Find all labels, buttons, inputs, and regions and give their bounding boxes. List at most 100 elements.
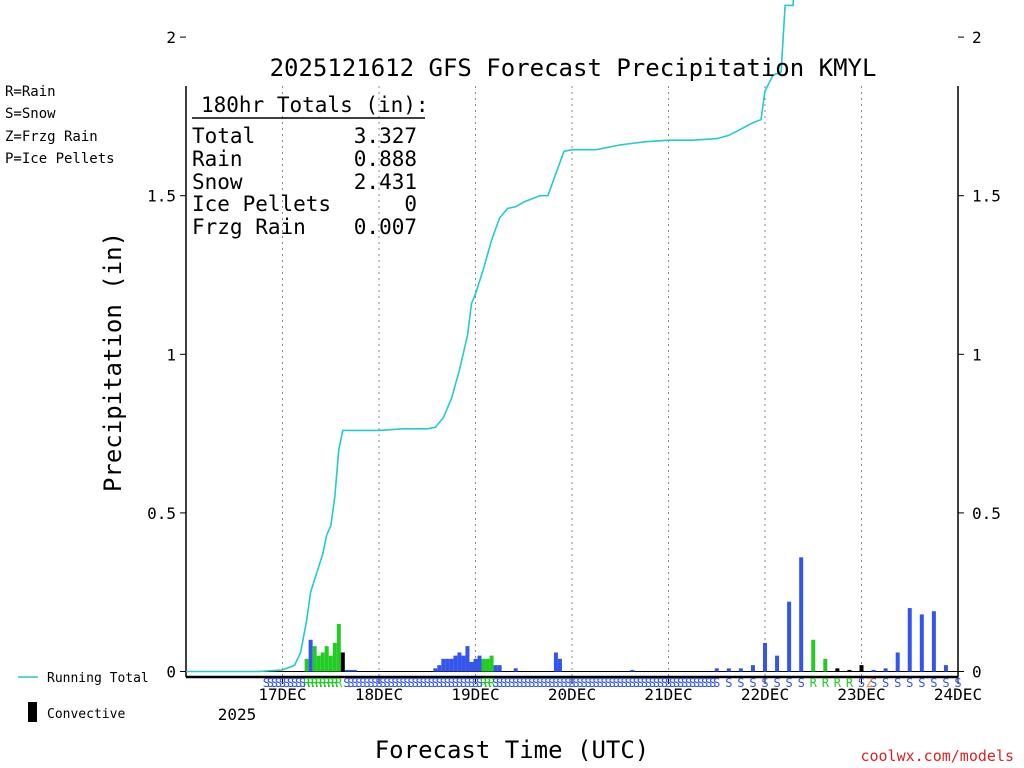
type-code-S-11: S [275, 676, 282, 690]
type-code-S-159: S [870, 676, 877, 690]
running-total-line [186, 0, 795, 673]
type-code-S-107: S [661, 676, 668, 690]
ytick-label-right-0.5: 0.5 [972, 504, 1001, 523]
type-code-S-100: S [633, 676, 640, 690]
type-code-S-94: S [609, 676, 616, 690]
bar-159h [871, 669, 876, 672]
xtick-label-17DEC: 17DEC [258, 685, 306, 704]
bar-129h [750, 665, 755, 672]
type-code-S-59: S [468, 676, 475, 690]
bar-26h [336, 623, 341, 672]
type-code-S-129: S [749, 676, 756, 690]
totals-label-rain: Rain [192, 147, 243, 171]
type-code-S-86: S [576, 676, 583, 690]
totals-value-rain: 0.888 [354, 147, 417, 171]
type-code-S-108: S [665, 676, 672, 690]
type-code-S-120: S [713, 676, 720, 690]
type-code-S-44: S [408, 676, 415, 690]
type-code-S-113: S [685, 676, 692, 690]
type-code-R-22: R [319, 676, 327, 690]
type-code-S-12: S [279, 676, 286, 690]
type-code-S-37: S [379, 676, 386, 690]
bar-65h [493, 665, 498, 672]
totals-header: 180hr Totals (in): [201, 93, 429, 117]
bar-25h [332, 642, 337, 672]
type-code-S-168: S [906, 676, 913, 690]
totals-label-frzg-rain: Frzg Rain [192, 215, 306, 239]
type-code-S-123: S [725, 676, 732, 690]
legend-frzg-rain: Z=Frzg Rain [5, 129, 98, 145]
type-code-S-73: S [524, 676, 531, 690]
bar-20h [312, 646, 317, 672]
bar-24h [328, 655, 333, 672]
bar-80h [553, 652, 558, 672]
type-code-S-39: S [387, 676, 394, 690]
type-code-S-80: S [552, 676, 559, 690]
type-code-S-91: S [597, 676, 604, 690]
bar-27h [340, 652, 345, 672]
type-code-S-67: S [500, 676, 507, 690]
type-code-S-76: S [536, 676, 543, 690]
type-legend: R=Rain S=Snow Z=Frzg Rain P=Ice Pellets [5, 84, 115, 167]
type-code-S-45: S [412, 676, 419, 690]
type-code-S-106: S [657, 676, 664, 690]
bar-19h [308, 639, 313, 672]
bar-30h [352, 669, 357, 672]
ytick-label-left-0: 0 [166, 663, 176, 682]
type-code-S-65: S [492, 676, 499, 690]
type-code-S-85: S [572, 676, 579, 690]
type-code-R-21: R [315, 676, 323, 690]
type-code-S-70: S [512, 676, 519, 690]
bar-64h [489, 655, 494, 672]
running-total-line-group [186, 0, 795, 673]
type-code-S-102: S [641, 676, 648, 690]
ytick-label-left-0.5: 0.5 [147, 504, 176, 523]
type-code-S-88: S [584, 676, 591, 690]
type-code-S-15: S [291, 676, 298, 690]
bar-58h [465, 646, 470, 672]
type-code-S-8: S [263, 676, 270, 690]
precip-bars [304, 557, 948, 672]
type-code-R-144: R [810, 676, 818, 690]
ytick-label-right-0: 0 [972, 663, 982, 682]
totals-value-snow: 2.431 [354, 170, 417, 194]
type-code-S-53: S [444, 676, 451, 690]
ytick-label-left-1: 1 [166, 345, 176, 364]
type-code-S-10: S [271, 676, 278, 690]
type-code-S-82: S [560, 676, 567, 690]
totals-label-snow: Snow [192, 170, 243, 194]
type-code-S-29: S [347, 676, 354, 690]
bar-52h [441, 658, 446, 672]
totals-value-total: 3.327 [354, 124, 417, 148]
type-code-S-75: S [532, 676, 539, 690]
bar-156h [859, 665, 864, 672]
bar-138h [787, 601, 792, 672]
bar-29h [348, 669, 353, 672]
type-code-S-52: S [440, 676, 447, 690]
bar-51h [437, 665, 442, 672]
totals-label-total: Total [192, 124, 255, 148]
xtick-label-22DEC: 22DEC [741, 685, 789, 704]
type-code-S-109: S [669, 676, 676, 690]
type-code-R-147: R [822, 676, 830, 690]
type-code-S-79: S [548, 676, 555, 690]
type-code-S-115: S [693, 676, 700, 690]
bar-18h [304, 658, 309, 672]
legend-snow: S=Snow [5, 106, 56, 122]
type-code-S-84: S [568, 676, 575, 690]
bar-70h [513, 668, 518, 672]
type-code-S-165: S [894, 676, 901, 690]
legend-rain: R=Rain [5, 84, 56, 100]
xtick-label-23DEC: 23DEC [837, 685, 885, 704]
type-code-S-132: S [761, 676, 768, 690]
bar-153h [847, 669, 852, 672]
type-code-S-87: S [580, 676, 587, 690]
type-code-S-16: S [295, 676, 302, 690]
legend-running-total: Running Total [47, 671, 149, 686]
type-code-Z-158: Z [866, 676, 873, 690]
type-code-S-28: S [343, 676, 350, 690]
y-axis-title: Precipitation (in) [99, 232, 127, 492]
type-code-R-18: R [303, 676, 311, 690]
site-credit: coolwx.com/models [860, 747, 1014, 765]
bar-66h [497, 665, 502, 672]
